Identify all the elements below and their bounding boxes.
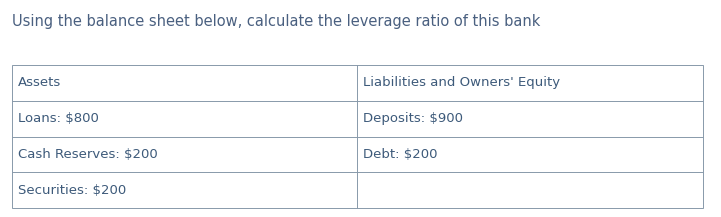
Text: Liabilities and Owners' Equity: Liabilities and Owners' Equity xyxy=(363,76,560,89)
Text: Debt: $200: Debt: $200 xyxy=(363,148,438,161)
Text: Securities: $200: Securities: $200 xyxy=(18,184,126,197)
Text: Using the balance sheet below, calculate the leverage ratio of this bank: Using the balance sheet below, calculate… xyxy=(12,14,540,29)
Text: Loans: $800: Loans: $800 xyxy=(18,112,99,125)
Text: Cash Reserves: $200: Cash Reserves: $200 xyxy=(18,148,158,161)
Bar xyxy=(12,65,703,208)
Text: Deposits: $900: Deposits: $900 xyxy=(363,112,463,125)
Text: Assets: Assets xyxy=(18,76,61,89)
